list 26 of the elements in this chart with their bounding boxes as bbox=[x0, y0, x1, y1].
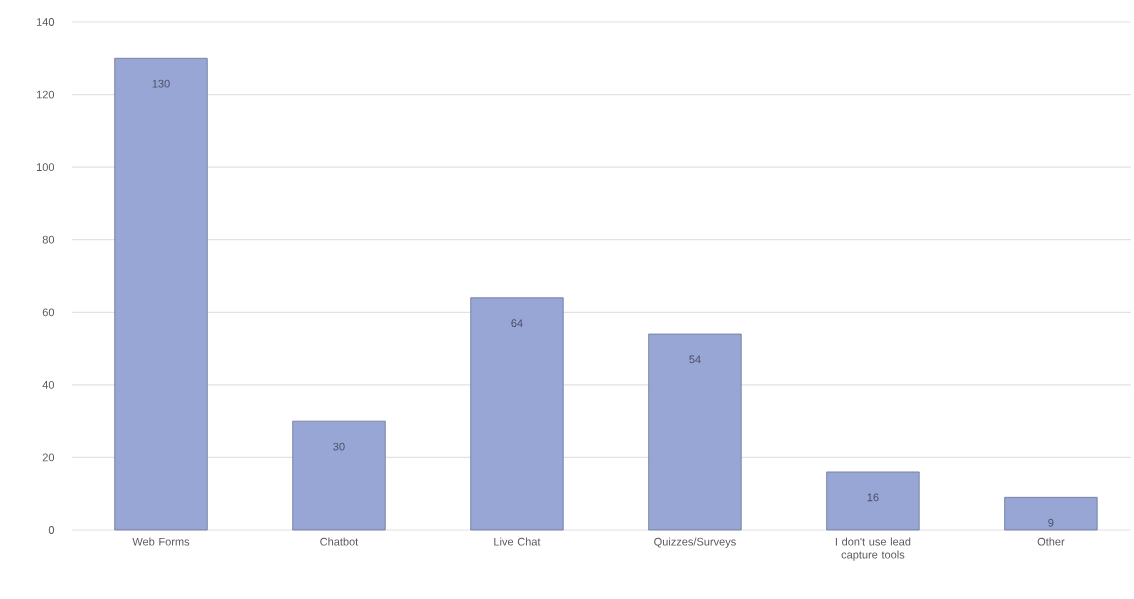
data-label: 54 bbox=[689, 355, 701, 364]
data-label: 64 bbox=[511, 319, 523, 328]
data-label: 130 bbox=[152, 79, 170, 88]
x-tick-label: Web Forms bbox=[132, 537, 190, 546]
bar bbox=[826, 471, 920, 531]
bar bbox=[1004, 496, 1098, 531]
x-tick-label: Other bbox=[1037, 537, 1065, 546]
y-tick-label: 60 bbox=[42, 308, 55, 317]
x-tick-label: Chatbot bbox=[320, 537, 359, 546]
x-tick-label: Quizzes/Surveys bbox=[654, 537, 736, 548]
y-tick-label: 0 bbox=[48, 526, 55, 534]
y-tick-label: 80 bbox=[42, 235, 55, 244]
y-tick-label: 40 bbox=[42, 380, 55, 389]
bar bbox=[470, 297, 564, 531]
x-tick-label: I don't use lead capture tools bbox=[835, 537, 911, 561]
y-tick-label: 100 bbox=[36, 163, 55, 172]
bar bbox=[292, 420, 386, 531]
bar bbox=[648, 333, 742, 531]
data-label: 9 bbox=[1048, 518, 1054, 527]
y-tick-label: 140 bbox=[36, 18, 55, 26]
bar bbox=[114, 57, 208, 531]
y-tick-label: 20 bbox=[42, 453, 55, 462]
data-label: 30 bbox=[333, 442, 345, 451]
y-tick-label: 120 bbox=[36, 90, 55, 99]
x-tick-label: Live Chat bbox=[494, 537, 541, 546]
data-label: 16 bbox=[867, 493, 879, 502]
